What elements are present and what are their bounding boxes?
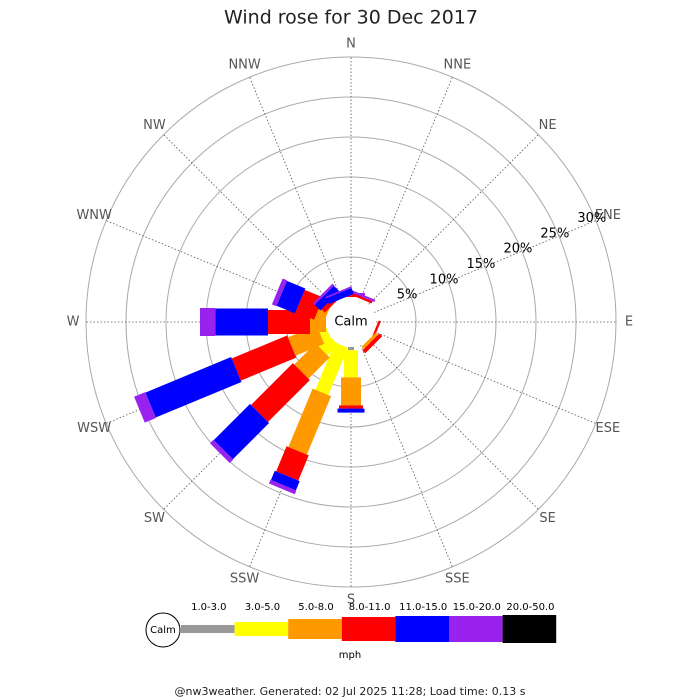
ring-label: 25% bbox=[540, 226, 569, 241]
ring-label: 5% bbox=[397, 288, 418, 303]
direction-label: NE bbox=[539, 118, 557, 133]
direction-label: NNE bbox=[444, 58, 472, 73]
ring-label: 20% bbox=[503, 242, 532, 257]
bar-segment bbox=[326, 287, 354, 305]
calm-circle bbox=[326, 297, 376, 347]
direction-label: ESE bbox=[595, 421, 620, 436]
direction-label: NW bbox=[143, 118, 166, 133]
legend-unit: mph bbox=[339, 650, 361, 661]
legend-label: 11.0-15.0 bbox=[399, 602, 447, 613]
direction-bar bbox=[200, 308, 326, 336]
direction-bar bbox=[210, 334, 339, 463]
bar-segment bbox=[200, 308, 216, 336]
spoke bbox=[373, 331, 596, 424]
legend-label: 8.0-11.0 bbox=[349, 602, 391, 613]
direction-bar bbox=[268, 342, 348, 495]
direction-bar bbox=[361, 332, 383, 354]
legend-label: 1.0-3.0 bbox=[191, 602, 226, 613]
bar-segment bbox=[312, 283, 335, 306]
legend-label: 5.0-8.0 bbox=[298, 602, 333, 613]
spoke bbox=[360, 77, 453, 300]
spoke bbox=[373, 220, 596, 313]
legend-calm-circle bbox=[145, 612, 181, 648]
bar-segment bbox=[288, 388, 332, 455]
bar-segment bbox=[268, 479, 297, 495]
direction-label: WSW bbox=[77, 421, 111, 436]
bar-segment bbox=[213, 403, 270, 460]
direction-label: SSE bbox=[445, 571, 470, 586]
bar-segment bbox=[348, 289, 376, 303]
bar-segment bbox=[276, 446, 309, 481]
legend-swatch bbox=[181, 625, 235, 633]
legend-label: 15.0-20.0 bbox=[453, 602, 501, 613]
spoke bbox=[368, 339, 539, 510]
bar-segment bbox=[341, 377, 361, 406]
bar-segment bbox=[231, 335, 297, 381]
direction-label: S bbox=[347, 593, 355, 608]
bar-segment bbox=[339, 405, 363, 409]
chart-title: Wind rose for 30 Dec 2017 bbox=[224, 7, 478, 29]
ring-label: 10% bbox=[430, 272, 459, 287]
legend-swatch bbox=[395, 616, 449, 642]
direction-bar bbox=[325, 286, 354, 305]
spoke bbox=[163, 134, 334, 305]
legend-swatch bbox=[288, 619, 342, 639]
bar-segment bbox=[287, 325, 325, 356]
bar-segment bbox=[339, 295, 363, 297]
bar-segment bbox=[337, 408, 365, 413]
bar-segment bbox=[270, 470, 300, 491]
direction-label: WNW bbox=[76, 208, 112, 223]
footer: @nw3weather. Generated: 02 Jul 2025 11:2… bbox=[175, 685, 526, 698]
ring bbox=[165, 136, 537, 508]
legend-label: 20.0-50.0 bbox=[506, 602, 554, 613]
bar-segment bbox=[344, 350, 358, 378]
direction-label: E bbox=[625, 315, 633, 330]
bar-segment bbox=[362, 333, 383, 354]
bar-segment bbox=[349, 292, 373, 304]
ring-label: 15% bbox=[467, 257, 496, 272]
bar-segment bbox=[145, 357, 242, 418]
direction-label: ENE bbox=[595, 208, 621, 223]
direction-bar bbox=[271, 278, 332, 322]
direction-bar bbox=[348, 289, 376, 304]
legend-swatch bbox=[234, 622, 289, 636]
bar-segment bbox=[294, 343, 330, 379]
direction-label: N bbox=[346, 37, 356, 52]
direction-label: NNW bbox=[228, 58, 260, 73]
direction-label: SSW bbox=[230, 571, 260, 586]
bar-segment bbox=[210, 439, 234, 463]
bar-segment bbox=[325, 286, 352, 299]
bar-segment bbox=[134, 392, 156, 423]
bar-segment bbox=[348, 347, 354, 351]
bar-segment bbox=[215, 308, 268, 336]
bar-segment bbox=[276, 280, 306, 314]
spoke bbox=[249, 77, 342, 300]
direction-bar bbox=[337, 347, 365, 413]
bar-segment bbox=[271, 278, 288, 307]
spoke bbox=[360, 344, 453, 567]
calm-label: Calm bbox=[334, 315, 367, 330]
bar-segment bbox=[268, 310, 310, 334]
bar-segment bbox=[315, 342, 348, 396]
direction-label: SW bbox=[144, 511, 165, 526]
ring-label: 30% bbox=[577, 211, 606, 226]
spoke bbox=[368, 134, 539, 305]
bar-segment bbox=[251, 363, 310, 422]
legend-swatch bbox=[502, 615, 557, 643]
legend-swatch bbox=[341, 617, 396, 641]
bar-segment bbox=[361, 332, 379, 350]
direction-label: SE bbox=[539, 511, 555, 526]
bar-segment bbox=[295, 289, 324, 320]
legend-label: 3.0-5.0 bbox=[245, 602, 280, 613]
legend-calm-label: Calm bbox=[150, 625, 176, 636]
legend-swatch bbox=[449, 616, 503, 642]
direction-bar bbox=[134, 325, 331, 423]
ring bbox=[85, 56, 617, 588]
bar-segment bbox=[317, 334, 339, 356]
direction-label: W bbox=[67, 315, 80, 330]
